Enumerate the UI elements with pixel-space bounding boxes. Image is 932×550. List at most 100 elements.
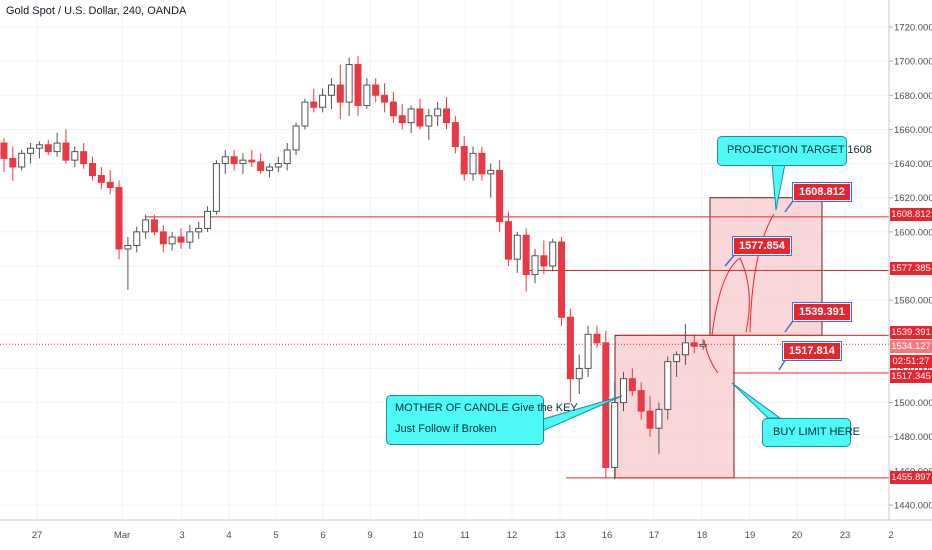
candle-body xyxy=(690,342,698,347)
candlestick-series xyxy=(0,56,707,480)
ytick-label: 1700.000 xyxy=(894,57,932,68)
candle-body xyxy=(575,367,583,380)
xtick-label: 27 xyxy=(32,530,43,541)
pricetag-1577: 1577.385 xyxy=(890,262,932,275)
candle-body xyxy=(504,221,512,260)
xtick-label: 11 xyxy=(460,530,470,541)
candle-body xyxy=(416,108,424,127)
candle-body xyxy=(345,64,353,103)
candle-body xyxy=(425,115,433,127)
ytick-label: 1440.000 xyxy=(894,501,932,512)
xtick-label: Mar xyxy=(114,530,130,541)
candle-body xyxy=(35,144,43,149)
candle-body xyxy=(0,142,8,159)
projection-target-text: PROJECTION TARGET 1608 xyxy=(727,144,872,156)
flag-1577: 1577.854 xyxy=(733,237,791,255)
ytick-label: 1480.000 xyxy=(894,432,932,443)
candle-body xyxy=(620,378,627,404)
pricetag-countdown: 02:51:27 xyxy=(890,355,932,368)
xtick-label: 19 xyxy=(745,530,756,541)
flag-1539: 1539.391 xyxy=(793,303,851,321)
candle-body xyxy=(602,342,610,468)
candle-body xyxy=(62,142,70,161)
candle-body xyxy=(522,234,530,276)
candle-body xyxy=(159,231,167,245)
symbol-title: Gold Spot / U.S. Dollar, 240, OANDA xyxy=(6,5,187,17)
candle-body xyxy=(27,147,35,154)
candle-body xyxy=(106,181,114,188)
candle-body xyxy=(142,219,150,233)
candle-body xyxy=(239,159,247,165)
candle-body xyxy=(478,152,486,175)
pricetag-1534: 1534.127 xyxy=(890,340,932,353)
candle-body xyxy=(389,101,397,117)
candle-body xyxy=(363,84,371,107)
xtick-label: 20 xyxy=(792,530,803,541)
candle-body xyxy=(283,149,291,165)
candle-body xyxy=(97,175,105,183)
candle-body xyxy=(301,101,309,127)
flag-1517: 1517.814 xyxy=(783,342,841,360)
xtick-label: 18 xyxy=(697,530,708,541)
candle-body xyxy=(451,122,459,147)
projection-target-callout: PROJECTION TARGET 1608 xyxy=(717,136,872,166)
candle-body xyxy=(655,408,663,429)
candle-body xyxy=(398,115,406,124)
horizontal-levels xyxy=(0,216,889,479)
candle-body xyxy=(204,210,212,229)
candle-body xyxy=(646,410,654,429)
candle-body xyxy=(336,84,344,103)
candle-body xyxy=(558,241,566,318)
candle-body xyxy=(212,163,220,212)
candle-body xyxy=(673,354,681,363)
candle-body xyxy=(531,255,539,276)
xtick-label: 9 xyxy=(367,530,372,541)
candle-body xyxy=(274,163,282,168)
candle-body xyxy=(124,245,132,250)
ytick-label: 1500.000 xyxy=(894,398,932,409)
candle-body xyxy=(9,157,17,168)
xtick-label: 23 xyxy=(840,530,851,541)
candle-body xyxy=(53,142,61,153)
candle-body xyxy=(89,163,96,177)
candle-body xyxy=(168,236,176,245)
ytick-label: 1520.000 xyxy=(894,364,932,375)
xtick-label: 16 xyxy=(602,530,613,541)
candle-body xyxy=(230,156,238,165)
candle-body xyxy=(469,152,477,175)
candle-body xyxy=(177,236,185,243)
xtick-label: 17 xyxy=(649,530,660,541)
candle-body xyxy=(443,108,450,124)
candle-body xyxy=(221,156,229,165)
candle-body xyxy=(195,227,203,233)
flag-1608: 1608.812 xyxy=(793,183,851,201)
candle-body xyxy=(584,333,592,369)
projection-curve-2 xyxy=(749,213,775,333)
xtick-label: 4 xyxy=(226,530,231,541)
pricetag-1539: 1539.391 xyxy=(890,326,932,339)
xtick-label: 13 xyxy=(555,530,566,541)
candle-body xyxy=(18,152,26,168)
ytick-label: 1660.000 xyxy=(894,125,932,136)
candle-body xyxy=(699,344,707,347)
buy-limit-text: BUY LIMIT HERE xyxy=(773,426,861,438)
time-axis[interactable]: 27 Mar 3 4 5 6 9 10 11 12 13 16 17 18 19 20 23 2 xyxy=(32,530,894,541)
candle-body xyxy=(593,333,601,344)
candle-body xyxy=(381,94,389,103)
candle-body xyxy=(266,166,273,171)
candle-body xyxy=(549,241,557,267)
candle-body xyxy=(354,64,362,107)
pricetag-1455: 1455.897 xyxy=(890,471,932,484)
projection-curve-1 xyxy=(711,257,750,336)
candle-body xyxy=(186,231,194,243)
candle-body xyxy=(319,94,327,108)
xtick-label: 2 xyxy=(888,530,893,541)
ytick-label: 1680.000 xyxy=(894,91,932,102)
candle-body xyxy=(80,151,88,165)
candle-body xyxy=(460,146,468,175)
candle-body xyxy=(487,169,495,175)
xtick-label: 3 xyxy=(179,530,184,541)
candle-body xyxy=(566,316,574,380)
candle-body xyxy=(434,108,442,117)
